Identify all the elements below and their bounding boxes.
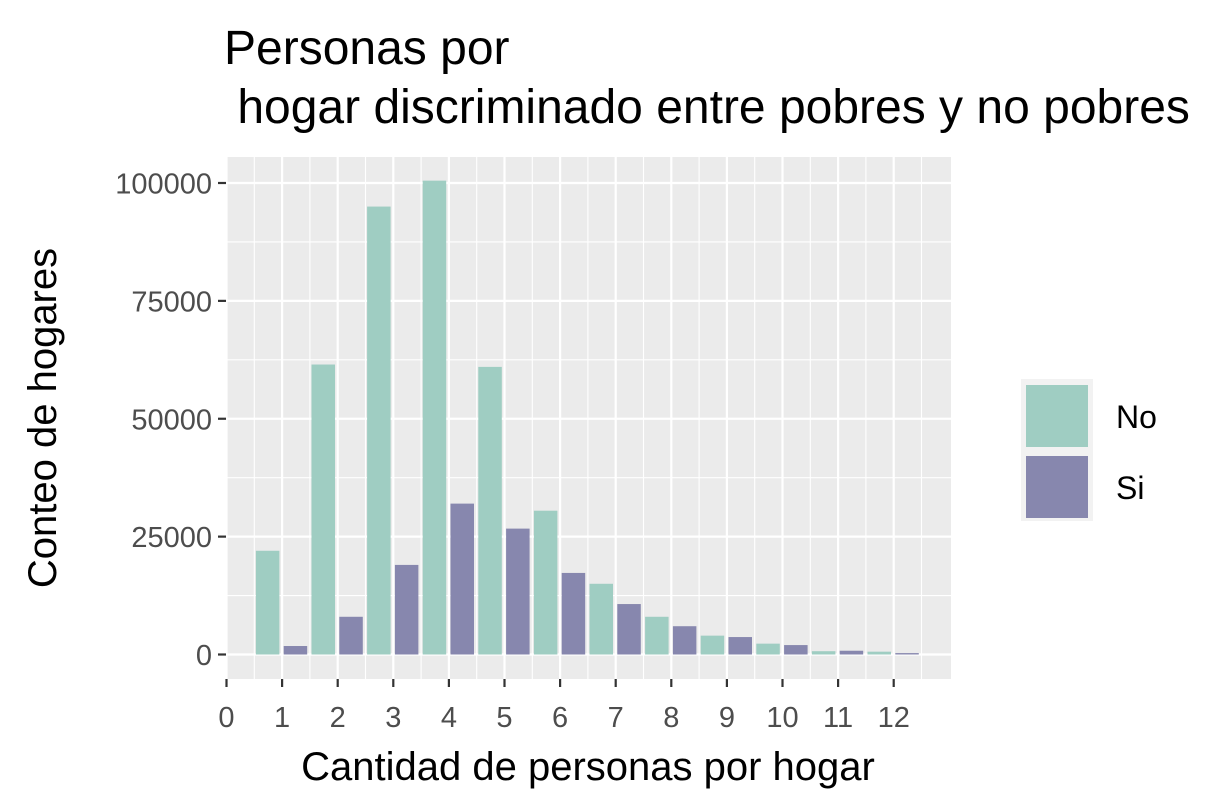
bar-si-10 — [784, 645, 808, 655]
y-tick-label: 100000 — [115, 169, 212, 201]
x-tick-label: 0 — [218, 702, 234, 734]
bar-si-12 — [895, 653, 919, 655]
x-tick-label: 10 — [766, 702, 798, 734]
x-axis: 0 1 2 3 4 5 6 7 8 9 10 11 12 — [218, 679, 910, 734]
x-tick-label: 9 — [719, 702, 735, 734]
legend-key-no — [1026, 385, 1088, 447]
bar-si-3 — [394, 564, 419, 655]
y-axis: 0 25000 50000 75000 100000 — [115, 169, 226, 672]
y-tick-label: 25000 — [131, 522, 212, 554]
bar-si-9 — [728, 637, 752, 655]
chart-title: Personas por hogar discriminado entre po… — [224, 22, 1190, 134]
y-tick-label: 75000 — [131, 286, 212, 318]
bar-no-4 — [422, 180, 447, 655]
bar-no-10 — [756, 643, 780, 655]
x-tick-label: 3 — [385, 702, 401, 734]
bar-si-11 — [839, 650, 864, 655]
legend-key-si — [1026, 456, 1088, 518]
bar-no-11 — [811, 651, 836, 655]
chart-title-line-2: hogar discriminado entre pobres y no pob… — [224, 81, 1190, 134]
bar-no-6 — [533, 510, 558, 655]
bar-no-1 — [255, 550, 280, 655]
bar-no-3 — [367, 206, 391, 655]
bar-si-8 — [672, 626, 697, 655]
bar-no-12 — [867, 651, 891, 655]
bar-si-6 — [561, 572, 586, 655]
x-axis-title: Cantidad de personas por hogar — [301, 745, 875, 789]
bar-si-7 — [617, 604, 641, 655]
bar-no-5 — [478, 366, 502, 655]
bar-si-1 — [283, 646, 308, 655]
bar-no-2 — [311, 364, 335, 655]
bar-si-2 — [339, 616, 363, 655]
x-tick-label: 7 — [608, 702, 624, 734]
legend: No Si — [1021, 379, 1157, 521]
bar-si-4 — [450, 503, 474, 655]
bar-no-7 — [589, 583, 613, 655]
legend-label-no: No — [1116, 399, 1157, 435]
y-axis-title: Conteo de hogares — [21, 248, 65, 588]
y-tick-label: 0 — [196, 640, 212, 672]
y-tick-label: 50000 — [131, 404, 212, 436]
bar-no-9 — [700, 635, 725, 655]
bar-si-5 — [506, 528, 530, 655]
x-tick-label: 1 — [274, 702, 290, 734]
bars — [255, 180, 919, 655]
bar-no-8 — [645, 616, 669, 655]
x-tick-label: 11 — [823, 702, 853, 734]
x-tick-label: 6 — [552, 702, 568, 734]
x-tick-label: 2 — [330, 702, 346, 734]
grid-lines — [225, 157, 951, 679]
x-tick-label: 12 — [878, 702, 910, 734]
chart-title-line-1: Personas por — [224, 22, 510, 75]
x-tick-label: 8 — [663, 702, 679, 734]
x-tick-label: 5 — [496, 702, 512, 734]
legend-label-si: Si — [1116, 470, 1144, 506]
x-tick-label: 4 — [441, 702, 457, 734]
